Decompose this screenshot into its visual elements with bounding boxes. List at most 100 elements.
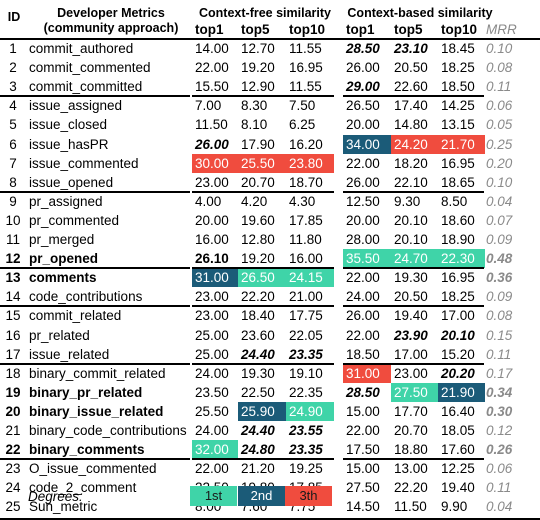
based-top10-cell: 17.00 — [441, 308, 475, 324]
based-top5-cell: 27.50 — [391, 382, 438, 402]
subheader-based-top10: top10 — [441, 22, 478, 37]
based-top5-cell: 17.00 — [394, 346, 428, 362]
table-row: 6 issue_hasPR 26.00 17.90 16.20 34.00 24.20 21.… — [0, 134, 540, 154]
based-top1-cell: 34.00 — [343, 134, 391, 154]
metric-name: comments — [29, 270, 97, 286]
based-top10-cell: 16.40 — [441, 403, 475, 419]
metric-name: binary_commit_related — [29, 365, 166, 381]
free-top5-cell: 26.50 — [238, 268, 286, 288]
metric-name: binary_issue_related — [29, 403, 164, 419]
free-top5-cell: 18.40 — [241, 308, 275, 324]
based-top1-cell: 26.50 — [346, 98, 380, 114]
mrr-cell: 0.11 — [486, 79, 512, 95]
table-row: 10 pr_commented 20.00 19.60 17.85 20.00 20.10 1… — [0, 211, 540, 230]
free-top5-cell: 19.30 — [241, 365, 275, 381]
table-row: 8 issue_opened 23.00 20.70 18.70 26.00 22.10 18… — [0, 173, 540, 192]
based-top10-cell: 22.30 — [438, 249, 485, 269]
mrr-cell: 0.10 — [486, 41, 513, 56]
row-id: 13 — [5, 270, 21, 286]
divider-line — [192, 267, 334, 269]
based-top5-cell: 13.00 — [394, 461, 428, 477]
free-top1-cell: 23.00 — [195, 308, 229, 324]
based-top1-cell: 14.50 — [346, 499, 380, 515]
based-top10-cell: 15.20 — [441, 346, 475, 362]
row-id: 7 — [9, 155, 17, 171]
free-top5-cell: 24.40 — [241, 346, 275, 362]
table-row: 7 issue_commented 30.00 25.50 23.80 22.00 18.2… — [0, 153, 540, 173]
free-top10-cell: 18.70 — [289, 174, 323, 190]
based-top1-cell: 20.00 — [346, 212, 380, 228]
mrr-cell: 0.06 — [486, 461, 513, 477]
free-top5-cell: 24.80 — [241, 442, 275, 458]
subheader-based-top1: top1 — [346, 22, 375, 37]
free-top5-cell: 19.20 — [241, 251, 275, 267]
mrr-cell: 0.15 — [486, 327, 513, 343]
free-top10-cell: 16.20 — [289, 136, 323, 152]
divider-line — [343, 458, 484, 460]
row-id: 18 — [5, 365, 21, 381]
based-top1-cell: 22.00 — [346, 327, 380, 343]
table-row: 3 commit_committed 15.50 12.90 11.55 29.00 22.… — [0, 77, 540, 96]
based-top5-cell: 18.20 — [394, 155, 428, 171]
based-top5-cell: 20.10 — [394, 232, 428, 247]
divider-line — [343, 363, 484, 365]
based-top5-cell: 17.70 — [394, 403, 428, 419]
table-row: 9 pr_assigned 4.00 4.20 4.30 12.50 9.30 8.50 0.0… — [0, 192, 540, 211]
free-top10-cell: 6.25 — [289, 117, 316, 133]
based-top10-cell: 17.60 — [441, 442, 475, 458]
mrr-cell: 0.36 — [486, 270, 513, 286]
based-top10-cell: 21.70 — [438, 134, 485, 154]
free-top5-cell: 12.90 — [241, 79, 275, 95]
free-top10-cell: 19.10 — [289, 365, 323, 381]
mrr-cell: 0.08 — [486, 60, 513, 76]
row-id: 5 — [9, 117, 17, 133]
free-top5-cell: 22.50 — [241, 384, 275, 400]
table-row: 13 comments 31.00 26.50 24.15 22.00 19.30 16.95… — [0, 268, 540, 288]
legend-first: 1st — [190, 486, 237, 506]
mrr-cell: 0.07 — [486, 212, 513, 228]
metric-name: O_issue_commented — [29, 461, 157, 477]
mrr-cell: 0.10 — [486, 174, 513, 190]
mrr-cell: 0.09 — [486, 289, 513, 305]
free-top1-cell: 25.00 — [195, 327, 229, 343]
row-id: 1 — [9, 41, 17, 56]
based-top10-cell: 20.20 — [441, 365, 475, 381]
metric-name: commit_related — [29, 308, 122, 324]
based-top5-cell: 22.10 — [394, 174, 428, 190]
based-top10-cell: 16.95 — [441, 270, 475, 286]
free-top1-cell: 26.00 — [195, 136, 229, 152]
free-top10-cell: 4.30 — [289, 193, 316, 209]
free-top10-cell: 24.15 — [286, 268, 334, 288]
free-top10-cell: 7.50 — [289, 98, 316, 114]
free-top10-cell: 23.35 — [289, 442, 323, 458]
based-top10-cell: 18.50 — [441, 79, 475, 95]
free-top5-cell: 19.20 — [241, 60, 275, 76]
based-top1-cell: 35.50 — [343, 249, 391, 269]
based-top10-cell: 16.95 — [441, 155, 475, 171]
subheader-free-top1: top1 — [195, 22, 224, 37]
row-id: 14 — [5, 289, 21, 305]
metric-name: issue_related — [29, 346, 110, 362]
based-top1-cell: 20.00 — [346, 117, 380, 133]
mrr-cell: 0.05 — [486, 117, 513, 133]
table-row: 20 binary_issue_related 25.50 25.90 24.90 15.… — [0, 401, 540, 421]
based-top10-cell: 13.15 — [441, 117, 475, 133]
free-top10-cell: 16.95 — [289, 60, 323, 76]
table-row: 23 O_issue_commented 22.00 21.20 19.25 15.00 1… — [0, 459, 540, 478]
free-top10-cell: 22.05 — [289, 327, 323, 343]
metric-name: code_2_comment — [29, 480, 137, 496]
metric-name: pr_assigned — [29, 193, 103, 209]
based-top10-cell: 12.25 — [441, 461, 475, 477]
header-metrics-line1: Developer Metrics — [57, 6, 165, 20]
based-top1-cell: 26.00 — [346, 60, 380, 76]
table-row: 14 code_contributions 23.00 22.20 21.00 24.00… — [0, 287, 540, 306]
table-row: 15 commit_related 23.00 18.40 17.75 26.00 19.4… — [0, 306, 540, 325]
based-top1-cell: 15.00 — [346, 461, 380, 477]
free-top5-cell: 20.70 — [241, 174, 275, 190]
row-id: 9 — [9, 193, 17, 209]
table-row: 5 issue_closed 11.50 8.10 6.25 20.00 14.80 13.1… — [0, 115, 540, 134]
based-top1-cell: 15.00 — [346, 403, 380, 419]
header-id: ID — [7, 10, 21, 24]
based-top5-cell: 19.40 — [394, 308, 428, 324]
free-top5-cell: 25.90 — [238, 401, 286, 421]
